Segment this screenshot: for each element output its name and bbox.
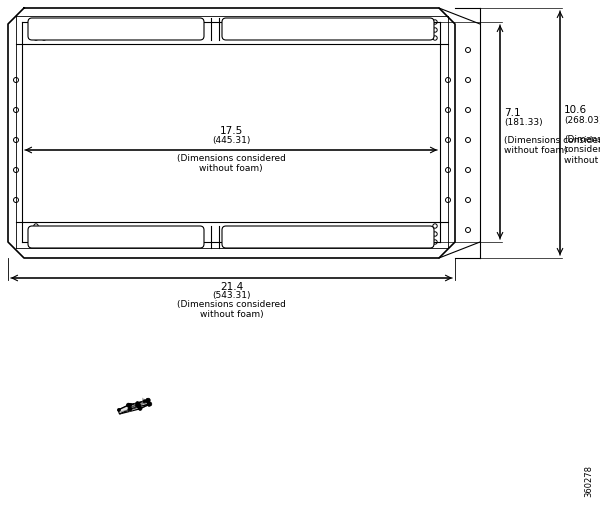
- Text: (Dimensions considered
without foam): (Dimensions considered without foam): [177, 300, 286, 320]
- Polygon shape: [118, 400, 148, 410]
- FancyBboxPatch shape: [28, 226, 204, 248]
- Circle shape: [148, 402, 151, 405]
- Circle shape: [147, 401, 150, 404]
- Circle shape: [135, 404, 138, 407]
- Polygon shape: [118, 405, 130, 414]
- Circle shape: [143, 400, 146, 403]
- Text: (Dimensions considere
without foam): (Dimensions considere without foam): [504, 136, 600, 155]
- Circle shape: [128, 404, 131, 406]
- Circle shape: [146, 399, 149, 402]
- Text: (543.31): (543.31): [212, 291, 251, 300]
- Text: (268.03): (268.03): [564, 116, 600, 125]
- Circle shape: [138, 407, 141, 409]
- Circle shape: [139, 407, 142, 410]
- Circle shape: [137, 403, 140, 407]
- Text: 10.6: 10.6: [564, 105, 587, 115]
- Text: (181.33): (181.33): [504, 118, 542, 127]
- Polygon shape: [138, 400, 150, 409]
- Circle shape: [127, 403, 130, 407]
- FancyBboxPatch shape: [222, 18, 434, 40]
- Text: (Dimensions considered
without foam): (Dimensions considered without foam): [176, 154, 286, 174]
- Circle shape: [147, 403, 151, 406]
- Text: (445.31): (445.31): [212, 136, 250, 145]
- Circle shape: [118, 408, 121, 411]
- Text: (Dimensions
considered
without foam): (Dimensions considered without foam): [564, 135, 600, 165]
- Circle shape: [136, 402, 139, 405]
- Circle shape: [137, 405, 140, 408]
- Circle shape: [138, 406, 141, 409]
- Text: 360278: 360278: [584, 465, 593, 497]
- Text: 17.5: 17.5: [220, 126, 242, 136]
- Circle shape: [147, 401, 150, 404]
- Circle shape: [137, 404, 140, 407]
- Polygon shape: [119, 404, 150, 414]
- Circle shape: [146, 400, 149, 403]
- Circle shape: [146, 399, 149, 403]
- Text: 7.1: 7.1: [504, 108, 521, 118]
- FancyBboxPatch shape: [28, 18, 204, 40]
- FancyBboxPatch shape: [222, 226, 434, 248]
- Circle shape: [146, 398, 150, 402]
- Circle shape: [129, 403, 132, 406]
- Circle shape: [148, 402, 152, 406]
- Circle shape: [128, 407, 132, 411]
- Text: 21.4: 21.4: [220, 282, 243, 292]
